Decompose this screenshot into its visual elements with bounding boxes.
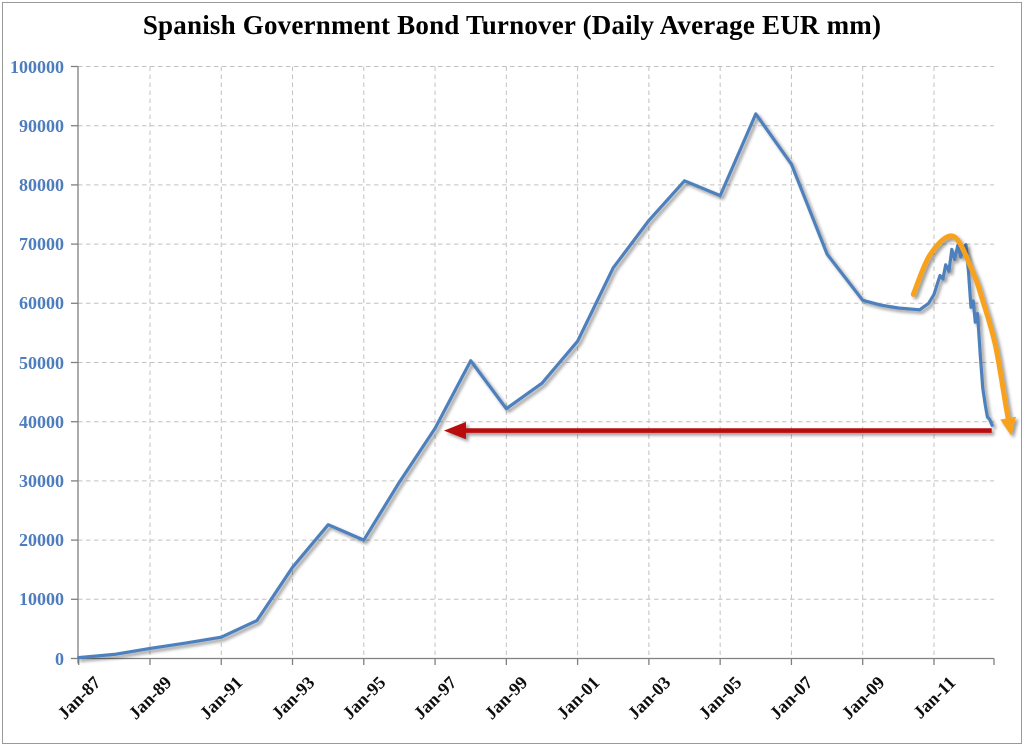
- y-axis-label: 0: [55, 648, 64, 669]
- y-axis-label: 10000: [19, 589, 64, 610]
- series-line: [77, 112, 994, 660]
- red-arrow-head: [443, 421, 466, 440]
- y-axis-label: 90000: [19, 115, 64, 136]
- orange-arrow-path: [910, 233, 1013, 433]
- axes: [71, 65, 995, 665]
- red-arrow: [443, 421, 992, 440]
- y-axis-label: 70000: [19, 234, 64, 255]
- y-axis-label: 60000: [19, 293, 64, 314]
- y-axis-label: 20000: [19, 530, 64, 551]
- orange-arrow-head: [1000, 416, 1016, 436]
- y-axis-label: 30000: [19, 470, 64, 491]
- y-axis-label: 100000: [10, 56, 64, 77]
- y-axis-label: 50000: [19, 352, 64, 373]
- series: [77, 112, 994, 660]
- gridlines: [78, 66, 994, 660]
- annotations: [443, 233, 1016, 440]
- y-axis-label: 80000: [19, 174, 64, 195]
- y-axis-label: 40000: [19, 411, 64, 432]
- chart-title: Spanish Government Bond Turnover (Daily …: [142, 10, 882, 40]
- orange-arrow: [910, 233, 1016, 436]
